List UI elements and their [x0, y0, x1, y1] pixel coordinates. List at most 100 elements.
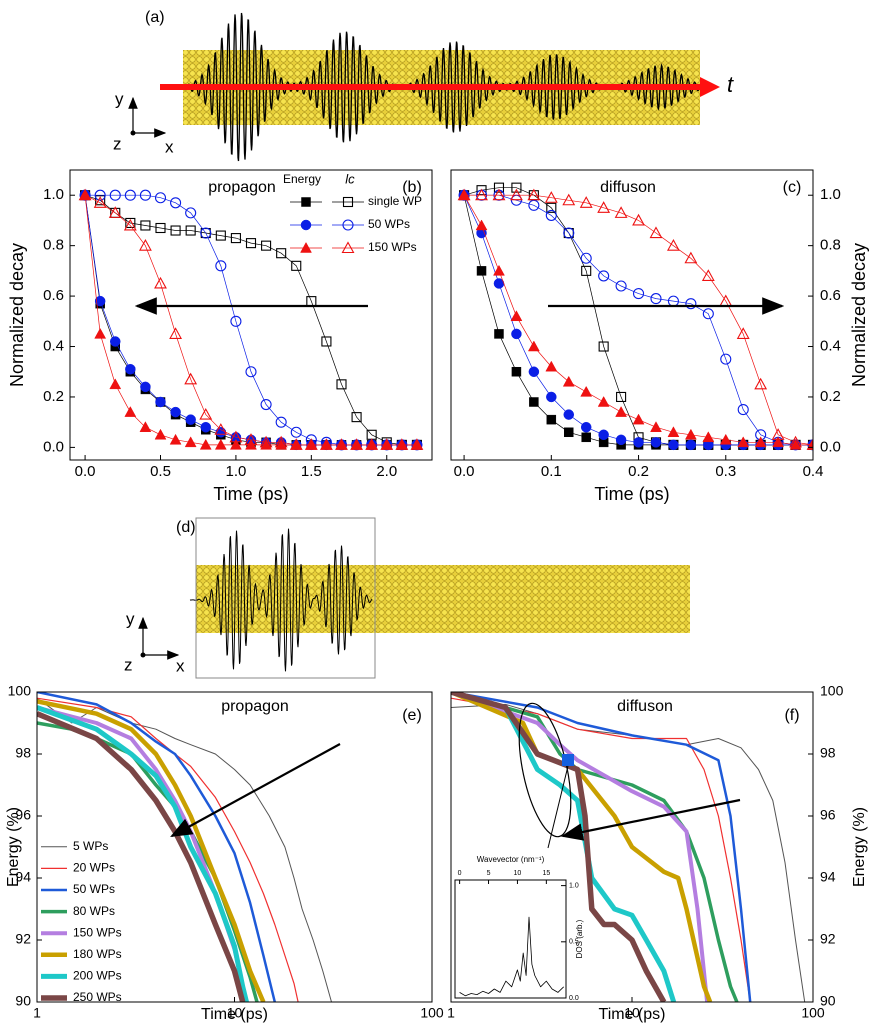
- marker: [245, 238, 257, 249]
- marker: [546, 202, 557, 213]
- annotation: diffuson: [617, 698, 673, 715]
- x-tick-label: 0.0: [454, 463, 475, 480]
- marker: [125, 217, 136, 229]
- marker: [494, 329, 504, 339]
- plot-area: [451, 170, 813, 460]
- marker: [291, 260, 302, 271]
- marker: [230, 233, 241, 244]
- marker: [580, 252, 592, 264]
- annotation: propagon: [208, 179, 276, 196]
- legend-label: 5 WPs: [73, 839, 108, 853]
- panel-label: (a): [145, 9, 165, 26]
- y-tick-label: 94: [820, 869, 836, 885]
- marker: [155, 222, 166, 234]
- marker: [545, 360, 558, 372]
- marker: [684, 428, 697, 440]
- plot-frame: [36, 691, 433, 1003]
- marker: [290, 438, 303, 450]
- marker: [597, 395, 610, 407]
- marker: [667, 426, 680, 438]
- marker: [527, 340, 540, 352]
- marker: [79, 189, 92, 200]
- marker: [199, 407, 213, 420]
- marker: [563, 227, 575, 239]
- marker: [351, 412, 362, 423]
- marker: [342, 219, 354, 231]
- marker: [154, 428, 167, 440]
- legend-label: 50 WPs: [368, 217, 410, 231]
- wave-packets: [189, 528, 373, 672]
- marker: [719, 433, 732, 445]
- marker: [124, 406, 137, 417]
- marker: [395, 438, 408, 450]
- marker: [649, 226, 663, 239]
- y-tick-label: 92: [15, 931, 31, 947]
- highlight-point: [562, 754, 574, 766]
- marker: [754, 377, 768, 390]
- y-tick-label: 0.0: [569, 995, 579, 1002]
- marker: [260, 398, 272, 411]
- x-axis-label: Time (ps): [594, 484, 669, 504]
- y-tick-label: 98: [820, 745, 836, 761]
- marker: [581, 432, 591, 443]
- marker: [598, 341, 609, 352]
- marker: [200, 421, 211, 433]
- marker: [702, 308, 714, 320]
- panel-label: (b): [402, 179, 422, 196]
- marker: [598, 429, 609, 441]
- marker: [545, 209, 557, 221]
- marker: [614, 206, 628, 218]
- marker: [720, 353, 732, 365]
- plot: [457, 182, 813, 451]
- series-line: [37, 692, 277, 1002]
- marker: [300, 241, 312, 253]
- y-tick-label: 0.6: [43, 287, 64, 304]
- marker: [475, 188, 488, 201]
- panel-d: (d) y z x: [124, 517, 690, 679]
- marker: [458, 189, 471, 200]
- y-tick-label: 0.8: [820, 237, 841, 254]
- plot-frame: [450, 691, 814, 1003]
- marker: [341, 241, 355, 254]
- y-tick-label: 100: [8, 683, 32, 699]
- series-line: [37, 699, 266, 1002]
- marker: [184, 436, 197, 448]
- marker: [579, 196, 593, 208]
- x-tick-label: 0: [458, 870, 462, 877]
- x-axis-label: Wavevector (nm⁻¹): [477, 855, 545, 864]
- marker: [93, 196, 107, 208]
- marker: [510, 310, 523, 322]
- chart: 0 5 10 15 0.0 0.5 1.0 Wavevector (nm⁻¹) DOS (arb…: [454, 855, 584, 1002]
- marker: [581, 265, 592, 276]
- marker: [215, 427, 227, 438]
- marker: [564, 427, 574, 438]
- marker: [615, 434, 627, 446]
- marker: [342, 196, 354, 208]
- y-tick-label: 1.0: [43, 186, 64, 203]
- y-tick-label: 94: [15, 869, 31, 885]
- marker: [562, 193, 576, 206]
- legend-label: 80 WPs: [73, 904, 115, 918]
- panel-label: (c): [783, 179, 802, 196]
- x-tick-label: 1: [33, 1005, 41, 1021]
- legend-header: lc: [345, 171, 355, 186]
- marker: [380, 438, 393, 450]
- marker: [476, 185, 487, 196]
- marker: [275, 438, 288, 450]
- marker: [562, 375, 575, 387]
- marker: [632, 413, 645, 425]
- marker: [493, 264, 505, 276]
- source-box: [195, 517, 376, 679]
- legend-label: single WP: [368, 194, 422, 208]
- plot-frame: [454, 879, 567, 999]
- plot: [459, 916, 564, 997]
- axis-label: x: [176, 656, 185, 675]
- axis-label: z: [113, 134, 122, 153]
- axis-z: [140, 652, 146, 658]
- time-label: t: [727, 72, 734, 97]
- marker: [511, 182, 522, 193]
- chart: 0.0 0.1 0.2 0.3 0.4 0.0 0.2 0.4 0.6 0.8 1.0 Time (p…: [450, 169, 869, 504]
- series-line: [464, 194, 813, 446]
- marker: [650, 293, 662, 305]
- x-tick-label: 15: [542, 870, 550, 877]
